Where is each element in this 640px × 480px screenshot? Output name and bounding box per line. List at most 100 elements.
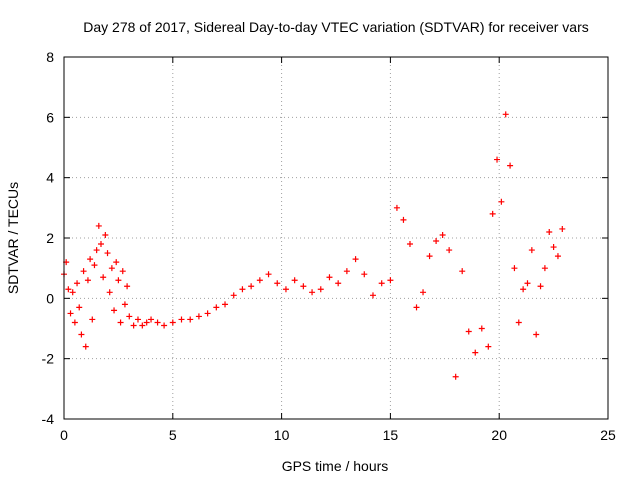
data-point bbox=[446, 247, 453, 254]
data-point bbox=[406, 241, 413, 248]
data-point bbox=[87, 256, 94, 263]
data-point bbox=[248, 283, 255, 290]
grid-lines bbox=[64, 57, 608, 419]
y-axis-label: SDTVAR / TECUs bbox=[5, 182, 21, 294]
data-point bbox=[343, 268, 350, 275]
data-point bbox=[76, 304, 83, 311]
data-point bbox=[515, 319, 522, 326]
data-point bbox=[541, 265, 548, 272]
y-tick-label: 0 bbox=[46, 290, 54, 306]
data-point bbox=[80, 268, 87, 275]
data-point bbox=[309, 289, 316, 296]
data-point bbox=[420, 289, 427, 296]
y-tick-label: 8 bbox=[46, 49, 54, 65]
data-point bbox=[511, 265, 518, 272]
data-point bbox=[102, 231, 109, 238]
data-point bbox=[433, 238, 440, 245]
x-tick-label: 25 bbox=[600, 427, 616, 443]
data-point bbox=[546, 228, 553, 235]
data-point bbox=[520, 286, 527, 293]
data-point bbox=[97, 241, 104, 248]
data-point bbox=[148, 316, 155, 323]
data-point bbox=[93, 247, 100, 254]
data-point bbox=[154, 319, 161, 326]
data-point bbox=[326, 274, 333, 281]
data-point bbox=[169, 319, 176, 326]
axis-ticks: 0 5 10 15 20 25 -4 -2 0 2 4 6 8 bbox=[42, 49, 616, 443]
data-point bbox=[459, 268, 466, 275]
data-point bbox=[369, 292, 376, 299]
data-point bbox=[465, 328, 472, 335]
x-tick-label: 0 bbox=[60, 427, 68, 443]
x-axis-label: GPS time / hours bbox=[282, 458, 389, 474]
data-point bbox=[71, 319, 78, 326]
data-point bbox=[413, 304, 420, 311]
data-point bbox=[265, 271, 272, 278]
data-point bbox=[117, 319, 124, 326]
data-point bbox=[300, 283, 307, 290]
y-tick-label: 4 bbox=[46, 170, 54, 186]
data-point bbox=[115, 277, 122, 284]
data-point bbox=[554, 253, 561, 260]
data-point bbox=[104, 250, 111, 257]
data-point bbox=[139, 322, 146, 329]
x-tick-label: 20 bbox=[491, 427, 507, 443]
y-tick-label: -4 bbox=[42, 411, 55, 427]
y-tick-label: -2 bbox=[42, 351, 55, 367]
data-point bbox=[230, 292, 237, 299]
data-point bbox=[100, 274, 107, 281]
data-point bbox=[256, 277, 263, 284]
data-point bbox=[498, 198, 505, 205]
data-point bbox=[130, 322, 137, 329]
data-point bbox=[426, 253, 433, 260]
data-point bbox=[121, 301, 128, 308]
data-point bbox=[507, 162, 514, 169]
x-tick-label: 5 bbox=[169, 427, 177, 443]
data-point bbox=[195, 313, 202, 320]
data-point bbox=[550, 244, 557, 251]
data-point bbox=[559, 225, 566, 232]
data-point bbox=[291, 277, 298, 284]
data-point bbox=[528, 247, 535, 254]
data-point bbox=[524, 280, 531, 287]
y-tick-label: 2 bbox=[46, 230, 54, 246]
data-point bbox=[400, 216, 407, 223]
data-point bbox=[124, 283, 131, 290]
data-point bbox=[78, 331, 85, 338]
data-point bbox=[222, 301, 229, 308]
data-point bbox=[378, 280, 385, 287]
data-point bbox=[335, 280, 342, 287]
data-point bbox=[472, 349, 479, 356]
data-point bbox=[95, 222, 102, 229]
data-point bbox=[106, 289, 113, 296]
data-point bbox=[126, 313, 133, 320]
data-points bbox=[61, 111, 566, 380]
data-point bbox=[352, 256, 359, 263]
data-point bbox=[113, 259, 120, 266]
data-point bbox=[134, 316, 141, 323]
data-point bbox=[67, 310, 74, 317]
data-point bbox=[317, 286, 324, 293]
data-point bbox=[178, 316, 185, 323]
data-point bbox=[387, 277, 394, 284]
data-point bbox=[108, 265, 115, 272]
data-point bbox=[65, 286, 72, 293]
chart-title: Day 278 of 2017, Sidereal Day-to-day VTE… bbox=[83, 19, 589, 35]
data-point bbox=[69, 289, 76, 296]
data-point bbox=[478, 325, 485, 332]
data-point bbox=[204, 310, 211, 317]
data-point bbox=[161, 322, 168, 329]
data-point bbox=[485, 343, 492, 350]
data-point bbox=[84, 277, 91, 284]
data-point bbox=[533, 331, 540, 338]
data-point bbox=[239, 286, 246, 293]
data-point bbox=[452, 373, 459, 380]
data-point bbox=[89, 316, 96, 323]
data-point bbox=[119, 268, 126, 275]
data-point bbox=[111, 307, 118, 314]
data-point bbox=[502, 111, 509, 118]
x-tick-label: 10 bbox=[274, 427, 290, 443]
x-tick-label: 15 bbox=[383, 427, 399, 443]
data-point bbox=[143, 319, 150, 326]
data-point bbox=[489, 210, 496, 217]
